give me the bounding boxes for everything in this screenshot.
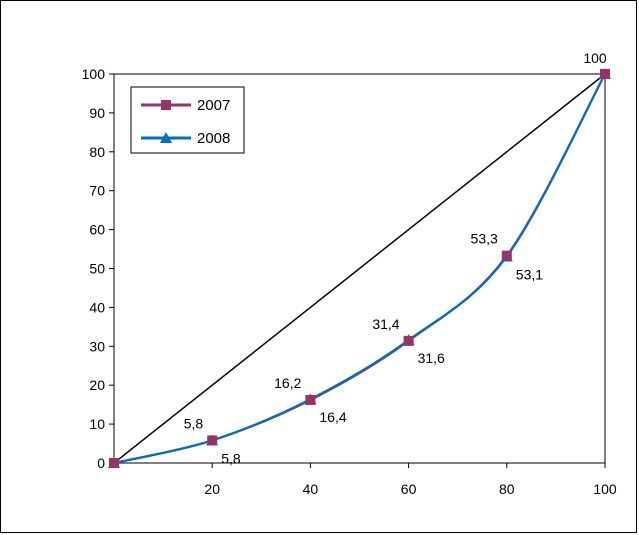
reference-line-layer bbox=[113, 73, 606, 464]
data-label-2007: 53,3 bbox=[471, 231, 498, 247]
y-tick-label: 10 bbox=[89, 416, 105, 432]
x-axis: 20 40 60 80 100 bbox=[204, 463, 617, 497]
data-label-2007: 5,8 bbox=[184, 415, 204, 431]
x-tick-label: 20 bbox=[204, 481, 220, 497]
data-label-2008: 31,6 bbox=[418, 350, 445, 366]
y-tick-label: 90 bbox=[89, 105, 105, 121]
y-tick-label: 80 bbox=[89, 144, 105, 160]
point-2007 bbox=[501, 250, 512, 261]
y-tick-label: 20 bbox=[89, 377, 105, 393]
series-layer bbox=[108, 68, 611, 468]
y-tick-label: 0 bbox=[97, 455, 105, 471]
y-tick-label: 60 bbox=[89, 222, 105, 238]
y-tick-label: 70 bbox=[89, 183, 105, 199]
point-2007 bbox=[305, 394, 316, 405]
x-tick-label: 80 bbox=[499, 481, 515, 497]
x-tick-label: 40 bbox=[303, 481, 319, 497]
data-label-2007: 100 bbox=[583, 50, 607, 66]
data-label-2008: 53,1 bbox=[516, 266, 543, 282]
legend-marker-2008 bbox=[160, 132, 172, 143]
legend-label-2008: 2008 bbox=[197, 130, 230, 147]
reference-diagonal-line bbox=[113, 73, 606, 464]
data-label-layer: 5,8 16,2 31,4 53,3 100 5,8 16,4 31,6 53,1 bbox=[184, 50, 607, 466]
x-tick-label: 100 bbox=[593, 481, 617, 497]
legend-label-2007: 2007 bbox=[197, 97, 230, 114]
legend-box bbox=[130, 86, 245, 154]
y-axis: 0 10 20 30 40 50 60 70 80 90 100 bbox=[82, 66, 114, 471]
y-tick-label: 100 bbox=[82, 66, 106, 82]
point-2007 bbox=[403, 335, 414, 346]
point-2007 bbox=[109, 458, 119, 468]
data-label-2008: 16,4 bbox=[319, 409, 346, 425]
x-tick-label: 60 bbox=[401, 481, 417, 497]
y-tick-label: 50 bbox=[89, 261, 105, 277]
point-2007 bbox=[207, 435, 218, 446]
legend-marker-2007 bbox=[161, 100, 171, 110]
y-tick-label: 30 bbox=[89, 338, 105, 354]
data-label-2007: 31,4 bbox=[372, 316, 399, 332]
y-tick-label: 40 bbox=[89, 299, 105, 315]
legend: 2007 2008 bbox=[130, 86, 245, 154]
data-label-2008: 5,8 bbox=[221, 450, 241, 466]
data-label-2007: 16,2 bbox=[274, 375, 301, 391]
point-2007 bbox=[600, 69, 610, 79]
